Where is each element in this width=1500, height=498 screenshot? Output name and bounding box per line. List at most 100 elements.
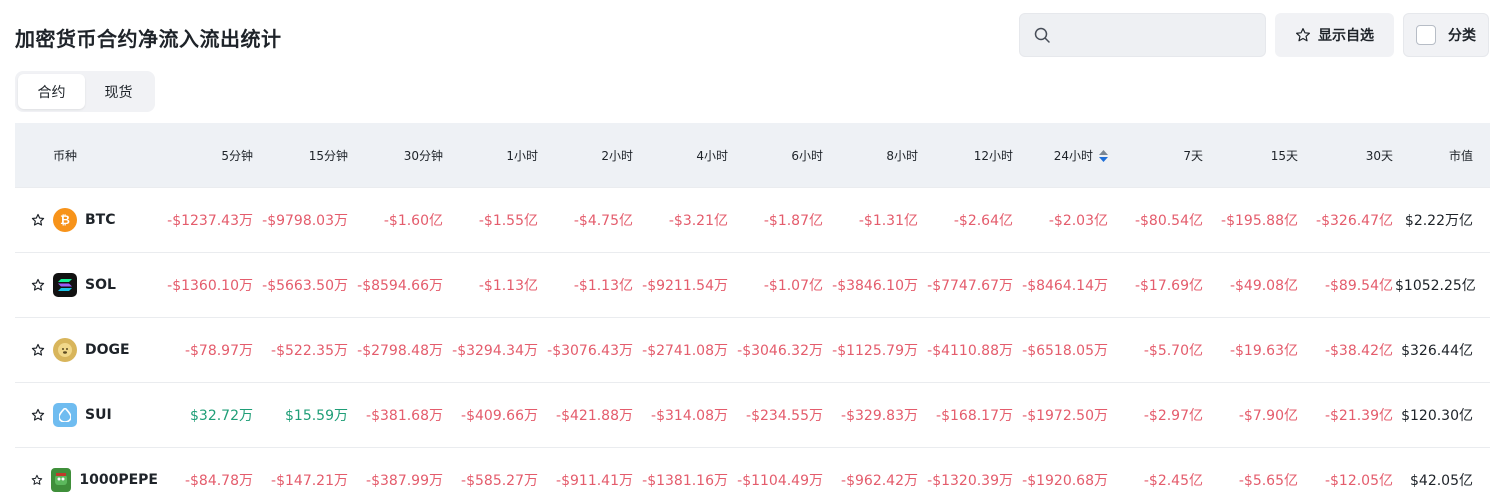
- market-cap: $120.30亿: [1401, 408, 1473, 424]
- header-12h[interactable]: 12小时: [973, 148, 1013, 163]
- header-4h[interactable]: 4小时: [696, 148, 728, 163]
- netflow-6h: -$234.55万: [746, 408, 823, 424]
- netflow-1h: -$1.55亿: [478, 213, 538, 229]
- netflow-8h: -$329.83万: [841, 408, 918, 424]
- netflow-12h: -$2.64亿: [953, 213, 1013, 229]
- header-7d[interactable]: 7天: [1183, 148, 1203, 163]
- table-body: ₿ BTC -$1237.43万 -$9798.03万 -$1.60亿 -$1.55亿 -$…: [15, 188, 1490, 498]
- netflow-30d: -$12.05亿: [1324, 473, 1393, 489]
- header-6h[interactable]: 6小时: [791, 148, 823, 163]
- search-box[interactable]: [1019, 13, 1266, 57]
- coin-symbol[interactable]: SOL: [85, 277, 116, 293]
- favorite-star-icon[interactable]: [31, 408, 45, 422]
- netflow-4h: -$1381.16万: [642, 473, 728, 489]
- netflow-5m: -$78.97万: [184, 343, 253, 359]
- coin-cell: 1000PEPE: [15, 468, 160, 492]
- netflow-30m: -$387.99万: [366, 473, 443, 489]
- header-2h[interactable]: 2小时: [601, 148, 633, 163]
- solana-icon: [53, 273, 77, 297]
- category-label: 分类: [1448, 28, 1476, 44]
- table-row[interactable]: 1000PEPE -$84.78万 -$147.21万 -$387.99万 -$585.…: [15, 448, 1490, 498]
- show-watchlist-label: 显示自选: [1318, 28, 1374, 44]
- header-30m[interactable]: 30分钟: [403, 148, 443, 163]
- netflow-1h: -$409.66万: [461, 408, 538, 424]
- coin-symbol[interactable]: SUI: [85, 407, 112, 423]
- table-row[interactable]: SUI $32.72万 $15.59万 -$381.68万 -$409.66万 -$421…: [15, 383, 1490, 448]
- category-checkbox[interactable]: [1416, 25, 1436, 45]
- header-24h-label: 24小时: [1053, 148, 1093, 163]
- netflow-6h: -$1.87亿: [763, 213, 823, 229]
- table-row[interactable]: SOL -$1360.10万 -$5663.50万 -$8594.66万 -$1.13亿…: [15, 253, 1490, 318]
- netflow-6h: -$1.07亿: [763, 278, 823, 294]
- netflow-8h: -$962.42万: [841, 473, 918, 489]
- netflow-30m: -$8594.66万: [357, 278, 443, 294]
- netflow-8h: -$3846.10万: [832, 278, 918, 294]
- favorite-star-icon[interactable]: [31, 213, 45, 227]
- netflow-12h: -$168.17万: [936, 408, 1013, 424]
- market-cap: $42.05亿: [1410, 473, 1473, 489]
- netflow-2h: -$421.88万: [556, 408, 633, 424]
- search-icon: [1034, 27, 1050, 43]
- market-type-tabs: 合约 现货: [15, 71, 155, 112]
- page-title: 加密货币合约净流入流出统计: [15, 27, 282, 51]
- netflow-table: 币种 5分钟 15分钟 30分钟 1小时 2小时 4小时 6小时 8小时 12小…: [15, 123, 1490, 498]
- netflow-15m: -$522.35万: [271, 343, 348, 359]
- netflow-12h: -$7747.67万: [927, 278, 1013, 294]
- netflow-5m: -$1237.43万: [167, 213, 253, 229]
- netflow-7d: -$2.97亿: [1143, 408, 1203, 424]
- favorite-star-icon[interactable]: [31, 473, 43, 487]
- star-icon: [1296, 28, 1310, 42]
- table-row[interactable]: ₿ BTC -$1237.43万 -$9798.03万 -$1.60亿 -$1.55亿 -$…: [15, 188, 1490, 253]
- header-5m[interactable]: 5分钟: [221, 148, 253, 163]
- doge-icon: [53, 338, 77, 362]
- search-input[interactable]: [1060, 22, 1255, 50]
- market-cap: $326.44亿: [1401, 343, 1473, 359]
- netflow-30d: -$21.39亿: [1324, 408, 1393, 424]
- netflow-6h: -$1104.49万: [737, 473, 823, 489]
- header-1h[interactable]: 1小时: [506, 148, 538, 163]
- netflow-12h: -$4110.88万: [927, 343, 1013, 359]
- category-toggle[interactable]: 分类: [1403, 13, 1489, 57]
- header-15d[interactable]: 15天: [1270, 148, 1298, 163]
- netflow-24h: -$1972.50万: [1022, 408, 1108, 424]
- netflow-2h: -$4.75亿: [573, 213, 633, 229]
- tab-spot[interactable]: 现货: [104, 84, 133, 101]
- coin-symbol[interactable]: 1000PEPE: [79, 472, 158, 488]
- pepe-icon: [50, 468, 72, 492]
- netflow-7d: -$80.54亿: [1134, 213, 1203, 229]
- header-24h[interactable]: 24小时: [1015, 147, 1110, 164]
- netflow-6h: -$3046.32万: [737, 343, 823, 359]
- coin-cell: SUI: [15, 403, 160, 427]
- netflow-15d: -$49.08亿: [1229, 278, 1298, 294]
- sort-icon: [1099, 150, 1108, 162]
- netflow-30m: -$381.68万: [366, 408, 443, 424]
- netflow-8h: -$1.31亿: [858, 213, 918, 229]
- coin-symbol[interactable]: BTC: [85, 212, 116, 228]
- favorite-star-icon[interactable]: [31, 343, 45, 357]
- netflow-15m: -$9798.03万: [262, 213, 348, 229]
- favorite-star-icon[interactable]: [31, 278, 45, 292]
- header-15m[interactable]: 15分钟: [308, 148, 348, 163]
- netflow-12h: -$1320.39万: [927, 473, 1013, 489]
- netflow-24h: -$1920.68万: [1022, 473, 1108, 489]
- header-30d[interactable]: 30天: [1365, 148, 1393, 163]
- table-row[interactable]: DOGE -$78.97万 -$522.35万 -$2798.48万 -$3294.34…: [15, 318, 1490, 383]
- tab-futures[interactable]: 合约: [18, 74, 85, 109]
- coin-symbol[interactable]: DOGE: [85, 342, 130, 358]
- header-market-cap[interactable]: 市值: [1448, 148, 1473, 163]
- table-header-row: 币种 5分钟 15分钟 30分钟 1小时 2小时 4小时 6小时 8小时 12小…: [15, 123, 1490, 188]
- coin-cell: ₿ BTC: [15, 208, 160, 232]
- coin-cell: SOL: [15, 273, 160, 297]
- netflow-5m: -$1360.10万: [167, 278, 253, 294]
- header-8h[interactable]: 8小时: [886, 148, 918, 163]
- netflow-7d: -$17.69亿: [1134, 278, 1203, 294]
- netflow-15d: -$7.90亿: [1238, 408, 1298, 424]
- netflow-15d: -$195.88亿: [1221, 213, 1298, 229]
- netflow-15m: -$147.21万: [271, 473, 348, 489]
- netflow-4h: -$9211.54万: [642, 278, 728, 294]
- netflow-30d: -$38.42亿: [1324, 343, 1393, 359]
- header-coin[interactable]: 币种: [53, 148, 78, 163]
- netflow-5m: -$84.78万: [184, 473, 253, 489]
- show-watchlist-button[interactable]: 显示自选: [1275, 13, 1394, 57]
- netflow-8h: -$1125.79万: [832, 343, 918, 359]
